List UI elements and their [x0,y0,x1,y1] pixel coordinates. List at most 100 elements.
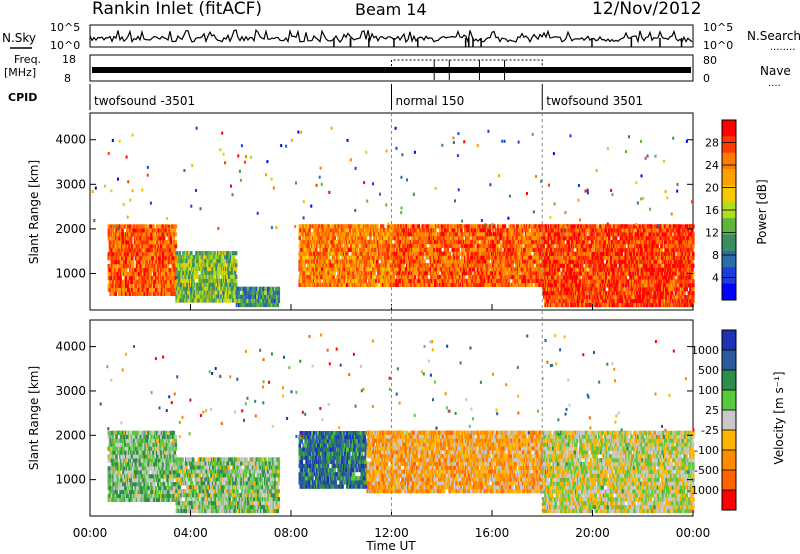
data-cell [185,298,188,303]
data-cell [111,268,115,273]
data-cell [362,251,365,256]
data-cell [127,252,130,257]
data-cell [399,236,402,241]
data-cell [497,247,501,252]
data-cell [137,268,141,273]
data-cell [441,232,445,237]
data-cell [479,282,482,287]
data-cell [226,274,229,279]
data-cell [438,247,442,252]
data-cell [433,251,436,256]
data-cell [451,255,454,260]
data-cell [383,236,387,241]
data-cell [325,247,329,252]
data-cell [386,271,390,276]
data-cell [416,239,420,245]
data-cell [154,271,157,277]
data-cell [434,275,437,280]
data-cell [443,228,447,233]
data-cell [357,271,361,276]
data-cell [435,267,438,272]
data-cell [300,251,304,256]
data-cell [384,232,388,237]
data-cell [265,298,269,304]
data-cell [419,251,423,256]
data-cell [392,275,396,280]
data-cell [551,244,555,249]
data-cell [543,232,546,237]
data-cell [407,275,410,280]
data-cell [109,264,113,269]
data-cell [403,259,406,264]
data-cell [440,236,444,241]
data-cell [197,282,201,287]
data-cell [317,255,321,260]
data-cell [195,274,199,279]
data-cell [272,290,276,295]
data-cell [132,275,136,281]
data-cell [525,247,529,252]
data-cell [322,236,326,241]
data-cell [544,295,547,300]
data-cell [376,259,379,264]
data-cell [383,271,387,276]
data-cell [513,232,516,237]
data-cell [201,266,205,272]
data-cell [512,247,515,252]
data-cell [448,224,452,229]
data-cell [527,282,531,287]
data-cell [451,228,454,233]
data-cell [146,256,149,261]
data-cell [551,251,555,256]
data-cell [493,239,497,245]
data-cell [200,278,204,283]
data-cell [550,279,553,284]
data-cell [125,260,128,265]
data-cell [337,228,340,233]
data-cell [131,291,135,296]
data-cell [119,283,122,288]
data-cell [397,251,400,256]
data-cell [146,287,149,292]
data-cell [210,278,213,283]
data-cell [411,271,415,276]
data-cell [234,274,238,279]
data-cell [227,278,230,283]
data-cell [375,243,378,248]
data-cell [466,239,470,245]
data-cell [134,268,138,273]
data-cell [119,240,122,245]
data-cell [473,228,477,233]
data-cell [230,266,234,272]
data-cell [341,251,344,256]
data-cell [171,283,175,288]
data-cell [375,278,378,284]
data-cell [318,278,322,284]
data-cell [365,275,368,280]
data-cell [138,244,142,249]
data-cell [506,251,510,256]
data-cell [553,247,557,253]
data-cell [512,224,515,229]
data-cell [149,283,152,288]
data-cell [338,251,341,256]
data-cell [425,271,428,276]
freq-panel [89,54,694,82]
data-cell [162,248,166,253]
data-cell [300,259,304,264]
data-cell [332,224,335,229]
data-cell [530,282,534,287]
data-cell [329,267,333,272]
data-cell [263,290,267,295]
data-cell [484,247,487,252]
data-cell [184,255,187,260]
data-cell [464,224,467,229]
data-cell [517,232,520,237]
data-cell [144,256,147,261]
data-cell [499,232,503,237]
data-cell [333,243,336,248]
data-cell [303,236,306,241]
data-cell [303,263,306,268]
data-cell [173,248,177,253]
data-cell [553,291,557,296]
